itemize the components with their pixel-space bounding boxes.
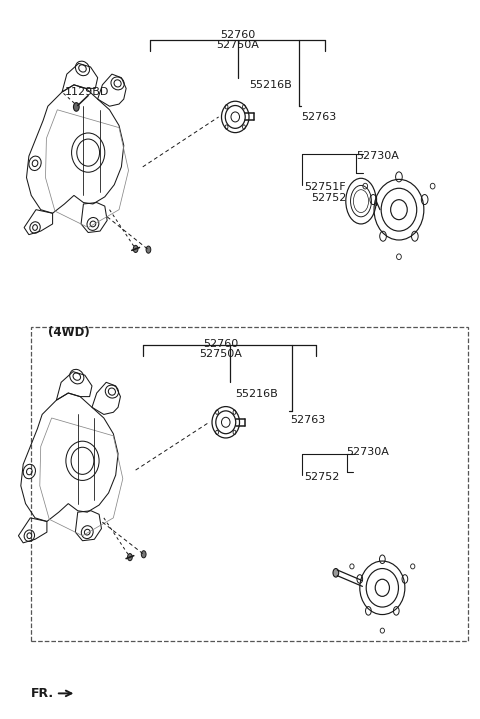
Text: 52763: 52763 — [290, 415, 325, 425]
Text: (4WD): (4WD) — [48, 326, 90, 339]
Text: 52750A: 52750A — [216, 40, 259, 50]
Text: 52751F: 52751F — [304, 182, 346, 192]
Circle shape — [128, 554, 132, 561]
Circle shape — [333, 569, 339, 577]
Text: 52760: 52760 — [220, 30, 255, 40]
Bar — [31, 327, 468, 641]
Text: 52763: 52763 — [301, 112, 337, 122]
Text: 1129BD: 1129BD — [64, 87, 109, 97]
Circle shape — [133, 245, 138, 252]
Text: 55216B: 55216B — [250, 80, 292, 90]
Text: 52730A: 52730A — [356, 151, 399, 161]
Text: 52752: 52752 — [304, 472, 339, 482]
Text: 52750A: 52750A — [200, 349, 242, 359]
Circle shape — [146, 246, 151, 253]
Text: 52730A: 52730A — [347, 447, 390, 457]
Circle shape — [141, 551, 146, 558]
Text: FR.: FR. — [31, 687, 54, 700]
Circle shape — [73, 103, 79, 111]
Text: 52760: 52760 — [204, 339, 239, 349]
Text: 52752: 52752 — [311, 193, 347, 203]
Text: 55216B: 55216B — [235, 389, 278, 399]
